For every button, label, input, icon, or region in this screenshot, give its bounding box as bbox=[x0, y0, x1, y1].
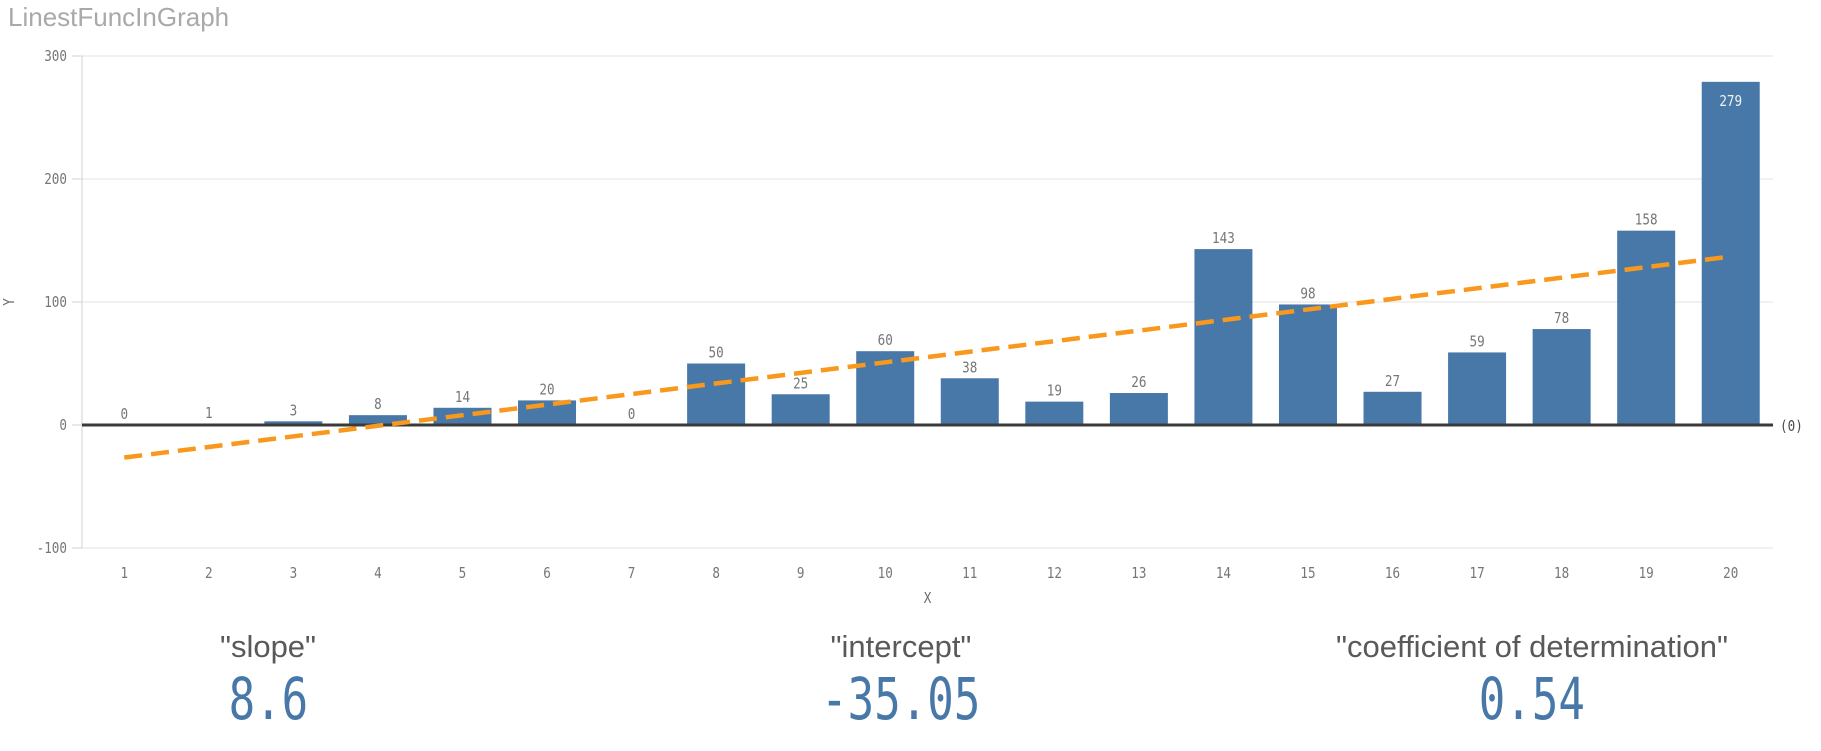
bar-value-label: 78 bbox=[1554, 309, 1569, 327]
x-axis-tick-label[interactable]: 19 bbox=[1639, 564, 1654, 582]
x-axis-tick-label[interactable]: 7 bbox=[628, 564, 636, 582]
kpi-slope-value: 8.6 bbox=[228, 665, 308, 733]
kpi-slope: "slope" 8.6 bbox=[0, 629, 578, 733]
bar-x12[interactable] bbox=[1025, 401, 1084, 425]
x-axis-tick-label[interactable]: 6 bbox=[543, 564, 551, 582]
x-axis-tick-label[interactable]: 13 bbox=[1131, 564, 1146, 582]
bar-value-label: 14 bbox=[455, 388, 470, 406]
y-axis-title: Y bbox=[0, 298, 18, 306]
bar-x6[interactable] bbox=[518, 400, 577, 425]
bar-x11[interactable] bbox=[940, 378, 999, 425]
bar-x17[interactable] bbox=[1448, 352, 1507, 425]
y-axis-tick-label: 200 bbox=[44, 170, 67, 188]
y-axis-tick-label: 0 bbox=[59, 416, 67, 434]
bar-value-label: 279 bbox=[1719, 92, 1742, 110]
x-axis-tick-label[interactable]: 4 bbox=[374, 564, 382, 582]
bar-x3[interactable] bbox=[264, 421, 323, 425]
bar-x14[interactable] bbox=[1194, 249, 1253, 425]
bar-value-label: 0 bbox=[120, 405, 128, 423]
bar-value-label: 25 bbox=[793, 374, 808, 392]
kpi-coefficient-of-determination-value: 0.54 bbox=[1478, 665, 1586, 733]
chart-title: LinestFuncInGraph bbox=[8, 2, 230, 32]
bar-value-label: 20 bbox=[539, 380, 554, 398]
bar-value-label: 98 bbox=[1300, 284, 1315, 302]
x-axis-tick-label[interactable]: 15 bbox=[1300, 564, 1315, 582]
x-axis-tick-label[interactable]: 12 bbox=[1047, 564, 1062, 582]
bar-x8[interactable] bbox=[687, 363, 746, 426]
bar-x19[interactable] bbox=[1617, 230, 1676, 425]
x-axis-tick-label[interactable]: 20 bbox=[1723, 564, 1738, 582]
bar-value-label: 26 bbox=[1131, 373, 1146, 391]
bar-value-label: 143 bbox=[1212, 229, 1235, 247]
x-axis-title: X bbox=[924, 589, 932, 607]
bar-value-label: 19 bbox=[1047, 382, 1062, 400]
x-axis-tick-label[interactable]: 14 bbox=[1216, 564, 1231, 582]
kpi-coefficient-of-determination-label: "coefficient of determination" bbox=[1336, 629, 1728, 664]
x-axis-tick-label[interactable]: 2 bbox=[205, 564, 213, 582]
x-axis-tick-label[interactable]: 17 bbox=[1469, 564, 1484, 582]
kpi-coefficient-of-determination: "coefficient of determination" 0.54 bbox=[1222, 629, 1821, 733]
x-axis-tick-label[interactable]: 16 bbox=[1385, 564, 1400, 582]
kpi-intercept-label: "intercept" bbox=[830, 629, 972, 664]
bar-value-label: 158 bbox=[1635, 211, 1658, 229]
bar-x20[interactable] bbox=[1701, 81, 1760, 425]
bar-x4[interactable] bbox=[348, 415, 407, 425]
bar-value-label: 3 bbox=[290, 401, 298, 419]
x-axis-tick-label[interactable]: 9 bbox=[797, 564, 805, 582]
bar-x9[interactable] bbox=[771, 394, 830, 425]
bar-value-label: 27 bbox=[1385, 372, 1400, 390]
bar-value-label: 38 bbox=[962, 358, 977, 376]
bar-value-label: 59 bbox=[1469, 332, 1484, 350]
zero-reference-label: (0) bbox=[1780, 417, 1803, 435]
x-axis-tick-label[interactable]: 5 bbox=[459, 564, 467, 582]
x-axis-tick-label[interactable]: 3 bbox=[290, 564, 298, 582]
bar-x16[interactable] bbox=[1363, 391, 1422, 425]
y-axis-tick-label: 300 bbox=[44, 47, 67, 65]
bar-value-label: 60 bbox=[878, 331, 893, 349]
bar-value-label: 1 bbox=[205, 404, 213, 422]
bar-value-label: 0 bbox=[628, 405, 636, 423]
bar-x15[interactable] bbox=[1278, 304, 1337, 425]
x-axis-tick-label[interactable]: 8 bbox=[712, 564, 720, 582]
x-axis-tick-label[interactable]: 10 bbox=[878, 564, 893, 582]
x-axis-tick-label[interactable]: 1 bbox=[120, 564, 128, 582]
bar-value-label: 8 bbox=[374, 395, 382, 413]
bar-x18[interactable] bbox=[1532, 329, 1591, 425]
bar-x13[interactable] bbox=[1109, 393, 1168, 425]
y-axis-tick-label: 100 bbox=[44, 293, 67, 311]
kpi-intercept-value: -35.05 bbox=[821, 665, 981, 733]
bar-value-label: 50 bbox=[709, 344, 724, 362]
x-axis-tick-label[interactable]: 18 bbox=[1554, 564, 1569, 582]
x-axis-tick-label[interactable]: 11 bbox=[962, 564, 977, 582]
y-axis-tick-label: -100 bbox=[37, 539, 67, 557]
kpi-intercept: "intercept" -35.05 bbox=[591, 629, 1211, 733]
kpi-slope-label: "slope" bbox=[219, 629, 317, 664]
